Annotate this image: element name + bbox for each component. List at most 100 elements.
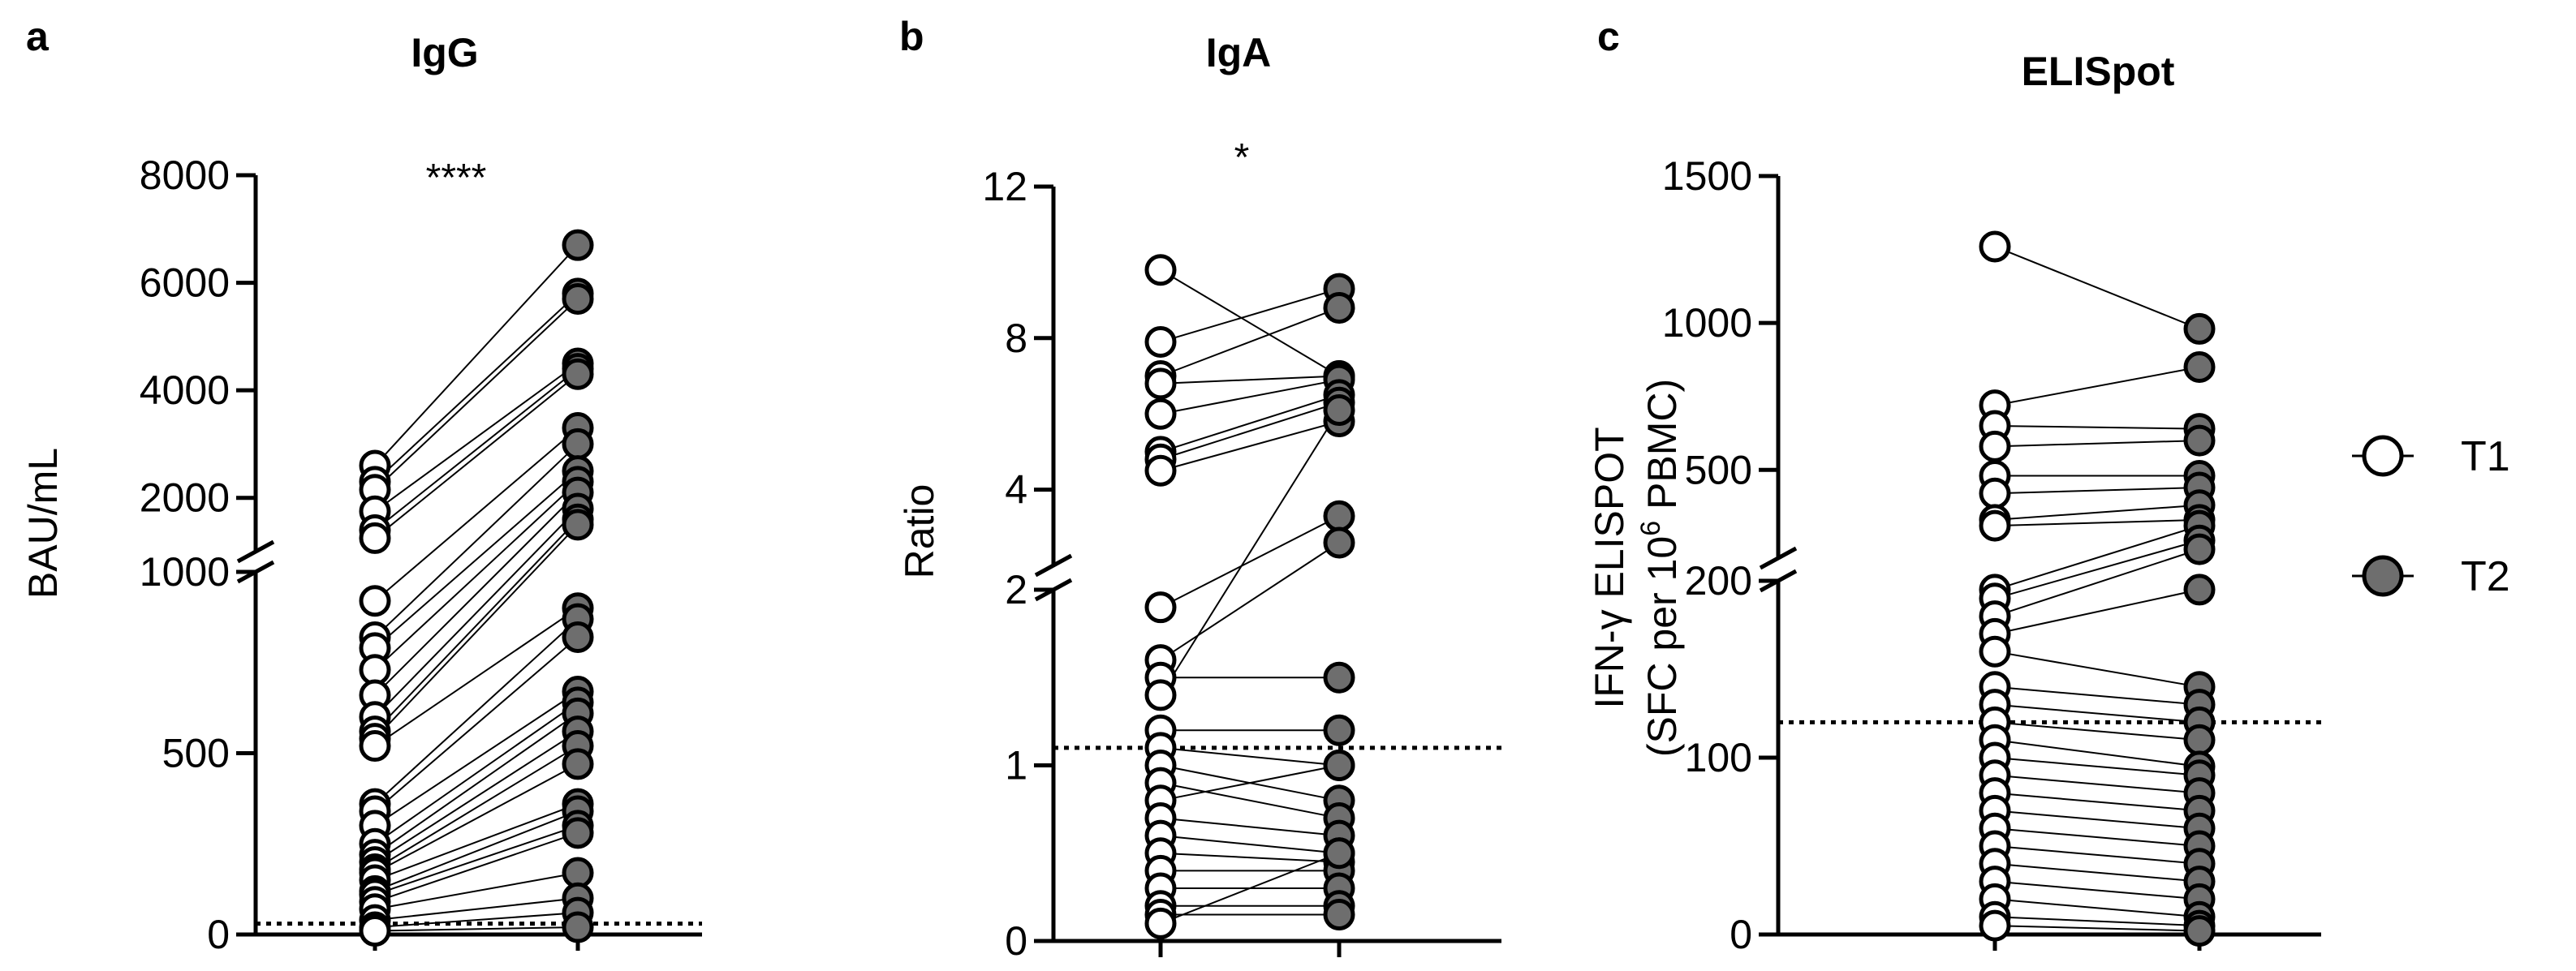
- point-t1-iga: [1144, 679, 1177, 711]
- chart-panel-elispot: 0 100 200 500 1000 1500: [1662, 153, 2321, 957]
- chart-panel-igg: 0 500 1000 2000 4000 6000 8000: [140, 153, 702, 957]
- axis-break-mark-upper-elispot: [1759, 546, 1798, 570]
- legend-marker-t1: [2362, 435, 2404, 477]
- pair-line-elispot: [1994, 539, 2200, 599]
- pair-line-elispot: [1994, 845, 2200, 865]
- pair-line-igg: [374, 824, 579, 896]
- point-t2-igg: [562, 509, 594, 541]
- pair-line-igg: [374, 373, 579, 539]
- point-t2-igg: [562, 229, 594, 261]
- y-tick-label-elispot: 1000: [1662, 300, 1752, 346]
- legend-marker-t2: [2362, 555, 2404, 597]
- point-t2-iga: [1323, 899, 1355, 931]
- point-t2-elispot: [2183, 424, 2216, 457]
- pair-line-igg: [374, 912, 579, 929]
- point-t1-iga: [1144, 325, 1177, 358]
- pair-line-iga: [1160, 852, 1340, 863]
- pair-line-iga: [1160, 852, 1340, 925]
- pair-line-igg: [374, 702, 579, 845]
- point-t1-iga: [1144, 907, 1177, 939]
- significance-iga: *: [1234, 136, 1250, 179]
- y-tick-label-elispot: 500: [1685, 447, 1752, 492]
- y-axis-label-elispot-line1: IFN-γ ELISPOT: [1587, 427, 1632, 708]
- point-t1-elispot: [1979, 230, 2011, 263]
- pair-line-igg: [374, 293, 579, 483]
- pair-line-elispot: [1994, 246, 2200, 330]
- pair-line-igg: [374, 524, 579, 740]
- point-t2-igg: [562, 358, 594, 390]
- y-tick-label-igg: 2000: [140, 475, 230, 521]
- pair-line-igg: [374, 926, 579, 932]
- y-tick-label-iga: 12: [982, 164, 1027, 209]
- pair-line-elispot: [1994, 810, 2200, 830]
- point-t2-iga: [1323, 291, 1355, 324]
- pair-line-igg: [374, 831, 579, 903]
- pair-line-igg: [374, 803, 579, 881]
- pair-line-iga: [1160, 764, 1340, 801]
- pair-line-igg: [374, 298, 579, 491]
- pair-line-elispot: [1994, 548, 2200, 617]
- y-tick-label-iga: 8: [1005, 316, 1027, 361]
- chart-title-elispot: ELISpot: [2022, 49, 2175, 94]
- pair-line-iga: [1160, 379, 1340, 415]
- y-tick-label-iga: 4: [1005, 467, 1027, 513]
- pair-line-iga: [1160, 402, 1340, 461]
- y-tick-label-iga: 0: [1005, 918, 1027, 964]
- point-t2-iga: [1323, 394, 1355, 427]
- pair-line-igg: [374, 443, 579, 638]
- y-tick-label-igg: 1000: [140, 549, 230, 595]
- pair-line-elispot: [1994, 525, 2200, 591]
- point-t2-elispot: [2183, 533, 2216, 565]
- pair-line-igg: [374, 367, 579, 531]
- point-t1-iga: [1144, 367, 1177, 400]
- pair-line-igg: [374, 492, 579, 696]
- point-t1-elispot: [1979, 509, 2011, 542]
- point-t2-elispot: [2183, 915, 2216, 947]
- pair-line-elispot: [1994, 862, 2200, 883]
- point-t1-iga: [1144, 591, 1177, 624]
- y-tick-label-elispot: 0: [1730, 912, 1752, 957]
- panel-label-b: b: [899, 14, 924, 59]
- point-t1-igg: [359, 522, 391, 554]
- pair-line-elispot: [1994, 757, 2200, 776]
- axis-break-mark-upper-igg: [236, 539, 275, 564]
- pair-line-iga: [1160, 288, 1340, 343]
- pair-line-igg: [374, 508, 579, 718]
- y-tick-label-elispot: 100: [1685, 735, 1752, 780]
- point-t2-elispot: [2183, 351, 2216, 383]
- pair-line-iga: [1160, 409, 1340, 696]
- point-t2-iga: [1323, 500, 1355, 532]
- pair-line-elispot: [1994, 440, 2200, 448]
- legend-label-t2: T2: [2461, 553, 2510, 600]
- point-t2-igg: [562, 282, 594, 315]
- pair-line-elispot: [1994, 588, 2200, 635]
- point-t2-elispot: [2183, 724, 2216, 756]
- pair-line-iga: [1160, 746, 1340, 767]
- pair-line-iga: [1160, 542, 1340, 661]
- pair-line-elispot: [1994, 739, 2200, 767]
- point-t2-iga: [1323, 526, 1355, 559]
- point-t2-igg: [562, 817, 594, 849]
- point-t2-elispot: [2183, 574, 2216, 606]
- pair-line-iga: [1160, 307, 1340, 377]
- pair-line-igg: [374, 518, 579, 733]
- pair-line-elispot: [1994, 703, 2200, 724]
- point-t2-iga: [1323, 837, 1355, 870]
- point-t2-igg: [562, 621, 594, 653]
- point-t1-iga: [1144, 454, 1177, 487]
- point-t1-elispot: [1979, 477, 2011, 509]
- pair-line-elispot: [1994, 518, 2200, 527]
- pair-line-iga: [1160, 393, 1340, 453]
- significance-igg: ****: [426, 157, 487, 200]
- point-t1-igg: [359, 585, 391, 617]
- y-tick-label-elispot: 1500: [1662, 153, 1752, 199]
- point-t2-elispot: [2183, 312, 2216, 345]
- pair-line-igg: [374, 427, 579, 602]
- pair-line-iga: [1160, 420, 1340, 472]
- pair-line-elispot: [1994, 685, 2200, 706]
- point-t2-igg: [562, 748, 594, 780]
- pair-line-elispot: [1994, 487, 2200, 495]
- pair-line-iga: [1160, 782, 1340, 819]
- point-t1-elispot: [1979, 430, 2011, 462]
